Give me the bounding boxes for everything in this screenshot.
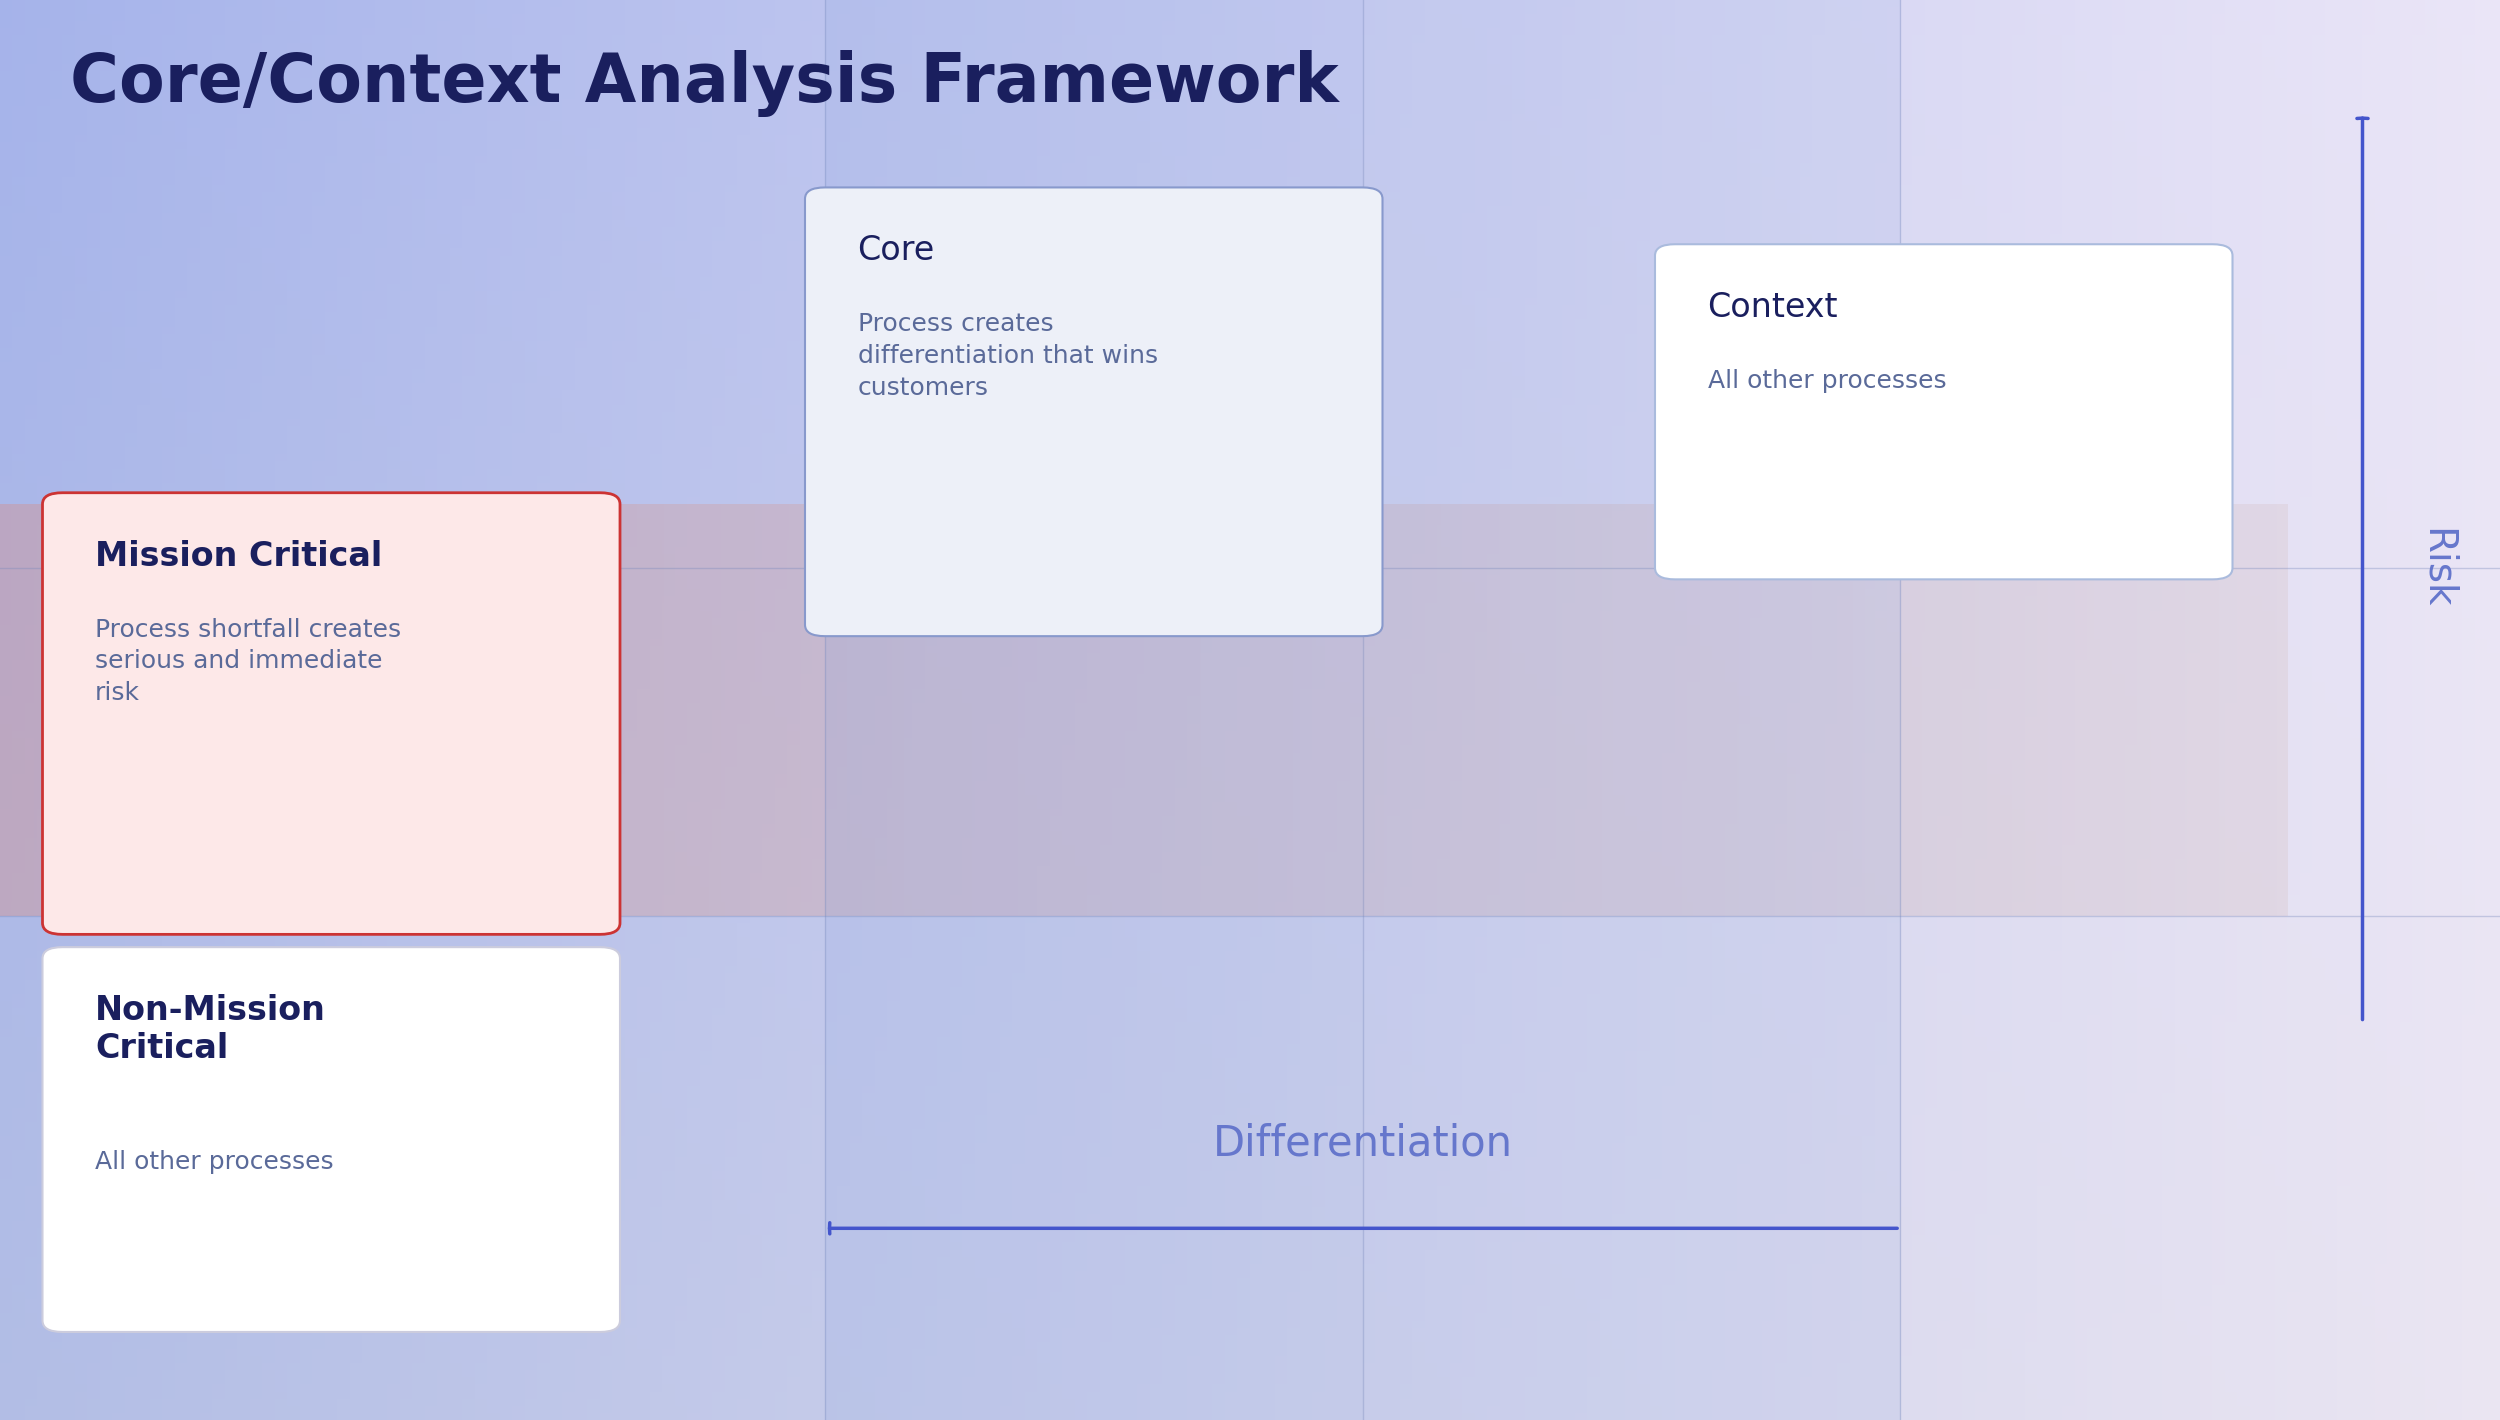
Text: Core: Core bbox=[858, 234, 935, 267]
Text: Mission Critical: Mission Critical bbox=[95, 540, 382, 572]
Text: Process shortfall creates
serious and immediate
risk: Process shortfall creates serious and im… bbox=[95, 618, 400, 704]
Text: Core/Context Analysis Framework: Core/Context Analysis Framework bbox=[70, 50, 1340, 116]
Text: Process creates
differentiation that wins
customers: Process creates differentiation that win… bbox=[858, 312, 1158, 399]
Text: Context: Context bbox=[1708, 291, 1838, 324]
Text: All other processes: All other processes bbox=[95, 1150, 332, 1174]
Text: Differentiation: Differentiation bbox=[1212, 1122, 1512, 1164]
FancyBboxPatch shape bbox=[42, 947, 620, 1332]
FancyBboxPatch shape bbox=[42, 493, 620, 934]
Text: All other processes: All other processes bbox=[1708, 369, 1945, 393]
FancyBboxPatch shape bbox=[1655, 244, 2232, 579]
FancyBboxPatch shape bbox=[805, 187, 1382, 636]
Text: Non-Mission
Critical: Non-Mission Critical bbox=[95, 994, 325, 1065]
Text: Risk: Risk bbox=[2418, 528, 2455, 608]
